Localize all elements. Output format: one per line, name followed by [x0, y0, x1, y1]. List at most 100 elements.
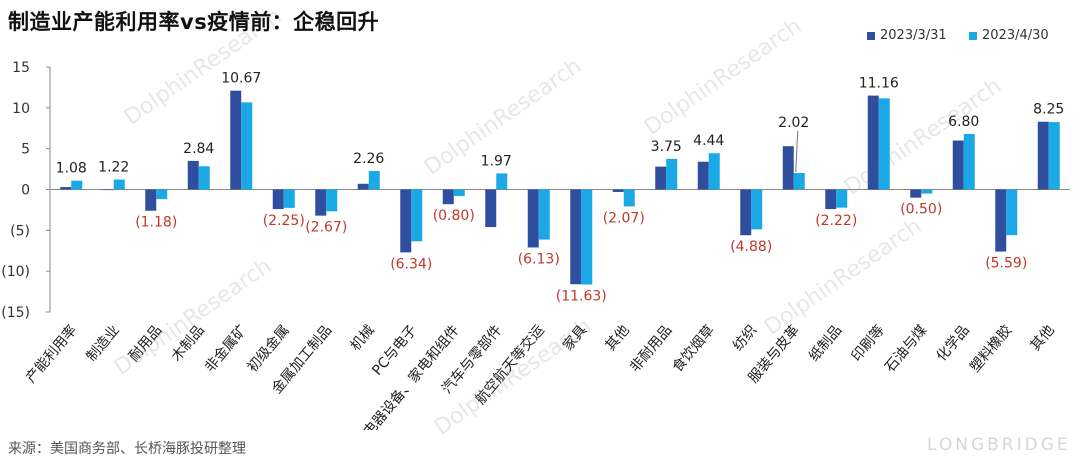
- bar-series-1: [697, 161, 709, 190]
- y-tick-label: (5): [10, 223, 30, 239]
- bar-series-1: [145, 189, 157, 211]
- category-label: 石油与煤: [882, 322, 930, 375]
- bar-series-2: [538, 189, 550, 240]
- data-label: (6.13): [518, 251, 560, 267]
- category-label: 耐用品: [126, 322, 165, 364]
- bar-series-2: [751, 189, 763, 230]
- legend-swatch-series-2: [969, 31, 977, 40]
- bar-series-1: [570, 189, 582, 285]
- data-label: 11.16: [859, 76, 899, 92]
- bar-series-2: [921, 189, 933, 194]
- bar-series-1: [272, 189, 284, 210]
- legend-label-series-1: 2023/3/31: [880, 28, 947, 43]
- data-label: (6.34): [390, 256, 432, 272]
- bar-series-2: [241, 102, 253, 190]
- bar-series-1: [740, 189, 752, 236]
- data-label: 10.67: [221, 71, 261, 87]
- bar-series-1: [1037, 121, 1049, 190]
- bar-series-1: [230, 90, 242, 190]
- bar-series-1: [910, 189, 922, 198]
- legend-swatch-series-1: [867, 31, 875, 40]
- category-label: 纸制品: [806, 322, 845, 364]
- bar-series-1: [315, 189, 327, 216]
- category-label: 制造业: [84, 322, 123, 364]
- bar-series-2: [326, 189, 338, 212]
- legend-label-series-2: 2023/4/30: [982, 28, 1049, 43]
- bar-series-2: [113, 179, 125, 190]
- category-label: 其他: [1028, 322, 1058, 354]
- category-label: 化学品: [934, 322, 973, 364]
- bar-series-2: [623, 189, 635, 207]
- data-label: 2.02: [778, 115, 809, 131]
- bar-series-1: [782, 146, 794, 190]
- data-label: 2.84: [183, 141, 214, 157]
- data-label: 8.25: [1033, 102, 1064, 118]
- category-label: 塑料橡胶: [966, 322, 1015, 376]
- bar-series-1: [612, 189, 624, 192]
- bar-series-2: [793, 173, 805, 190]
- bar-series-2: [496, 173, 508, 190]
- y-tick-label: 15: [12, 60, 30, 76]
- bar-series-1: [102, 189, 114, 191]
- y-tick-label: (15): [1, 305, 30, 321]
- category-label: 印刷等: [848, 322, 888, 365]
- bar-series-1: [442, 189, 454, 205]
- y-tick-label: 10: [12, 101, 30, 117]
- bar-series-2: [581, 189, 593, 285]
- data-label: (1.18): [135, 215, 177, 231]
- y-tick-label: (10): [1, 264, 30, 280]
- data-label: (2.25): [263, 213, 305, 229]
- y-tick-label: 0: [21, 183, 30, 199]
- bar-series-1: [952, 140, 964, 190]
- data-label: (11.63): [556, 288, 607, 304]
- bar-series-2: [1006, 189, 1018, 236]
- legend-item-series-1: 2023/3/31: [867, 28, 947, 43]
- data-label: (0.80): [433, 208, 475, 224]
- source-note: 来源：美国商务部、长桥海豚投研整理: [8, 441, 246, 457]
- category-label: 产能利用率: [22, 322, 80, 387]
- bar-series-1: [527, 189, 539, 248]
- category-label: 家具: [559, 322, 590, 354]
- data-label: 1.08: [56, 161, 87, 177]
- bar-series-2: [411, 189, 423, 242]
- bar-series-2: [71, 180, 83, 190]
- y-tick-label: 5: [21, 142, 30, 158]
- category-label: 其他: [603, 322, 633, 354]
- category-label: 纺织: [730, 322, 760, 354]
- data-label: (4.88): [730, 239, 772, 255]
- bar-series-1: [825, 189, 837, 210]
- bar-chart: 15 10 5 0 (5) (10) (15) 1.08 产能利用率 1.22 制造业 (1.18) 耐…: [1, 60, 1070, 430]
- bar-series-1: [485, 189, 497, 228]
- data-label: 3.75: [651, 139, 682, 155]
- bar-series-1: [995, 189, 1007, 252]
- data-label: (0.50): [900, 202, 942, 218]
- bar-series-2: [1048, 122, 1060, 190]
- category-label: 非耐用品: [627, 322, 675, 375]
- data-label-leader: [795, 130, 799, 173]
- bar-series-2: [453, 189, 465, 197]
- category-label: 机械: [348, 322, 378, 354]
- bar-series-2: [368, 171, 380, 190]
- data-label: 6.80: [948, 114, 979, 130]
- bar-series-1: [357, 183, 369, 190]
- bar-series-2: [666, 158, 678, 190]
- data-label: (5.59): [985, 256, 1027, 272]
- data-label: 1.97: [481, 153, 512, 169]
- bar-series-2: [963, 133, 975, 190]
- bar-series-2: [708, 153, 720, 190]
- data-label: (2.67): [305, 220, 347, 236]
- chart-title: 制造业产能利用率vs疫情前：企稳回升: [8, 10, 380, 34]
- data-label: 4.44: [693, 133, 724, 149]
- bar-series-1: [60, 187, 72, 190]
- legend-item-series-2: 2023/4/30: [969, 28, 1049, 43]
- bar-series-2: [878, 98, 890, 190]
- bar-series-2: [836, 189, 848, 208]
- data-label: (2.22): [815, 213, 857, 229]
- bar-series-1: [400, 189, 412, 253]
- bar-series-1: [655, 166, 667, 190]
- bar-series-2: [283, 189, 295, 208]
- data-label: 2.26: [353, 151, 384, 167]
- category-label: 木制品: [169, 322, 208, 364]
- data-label: (2.07): [603, 210, 645, 226]
- category-label: 食饮烟草: [669, 322, 718, 376]
